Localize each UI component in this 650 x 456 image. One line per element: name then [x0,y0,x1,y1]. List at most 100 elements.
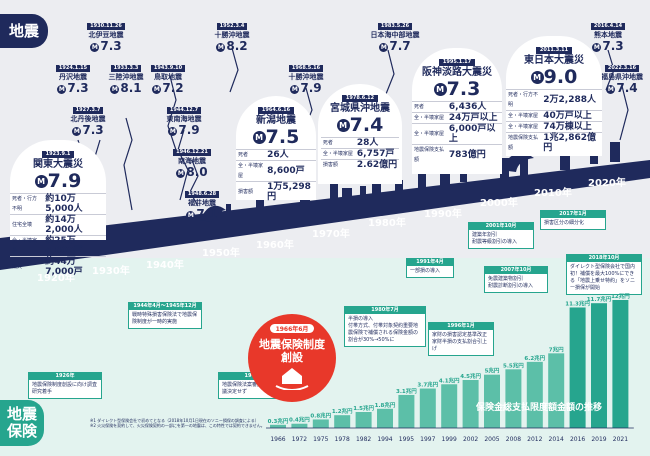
quake-magnitude: M 7.3 [592,39,624,53]
insurance-note: 1944年4月〜1945年12月 戦時特殊損害保険法で地震保険制度が一時的実施 [128,302,202,329]
magnitude-icon: M [186,211,196,220]
magnitude-icon: M [168,127,178,136]
insurance-note: 2018年10月 ダイレクト型保険会社で国内初！補償を最大100%にできる「地震上… [566,254,642,295]
insurance-note: 2001年10月 建築年割引 耐震等級割引の導入 [468,222,534,249]
quake-marker: 1930.11.26 北伊豆地震 M 7.3 [82,12,130,53]
payout-year-label: 1982 [356,436,371,443]
quake-name: 阪神淡路大震災 [422,67,492,78]
magnitude-icon: M [152,85,162,94]
decade-label: 1930年 [92,266,130,277]
quake-date: 1995.1.17 [438,59,476,66]
quake-marker: 1952.3.4 十勝沖地震 M 8.2 [208,12,256,53]
payout-bar [334,415,351,428]
quake-name: 北丹後地震 [70,115,106,123]
quake-date: 1983.5.26 [377,23,413,30]
quake-name: 宮城県沖地震 [330,103,390,114]
quake-name: 北伊豆地震 [88,31,124,39]
quake-magnitude: M 9.0 [506,67,602,87]
payout-bar [526,361,543,428]
insurance-note: 1980年7月 半損の導入 付帯方式、付帯対象契約重要地震保険で補償される保険金額… [344,306,426,347]
quake-marker: 1924.1.15 丹沢地震 M 7.3 [52,54,94,95]
footnote: ※1 ダイレクト型保険会社で初めてとなる（2018年10月1日現在のソニー損保の… [90,418,265,428]
magnitude-icon: M [379,43,389,52]
payout-year-label: 2012 [527,436,542,443]
quake-name: 鳥取地震 [154,73,182,81]
quake-magnitude: M 7.3 [57,81,89,95]
damage-table: 死者 26人 全・半壊家屋 8,600戸 損害額 1万5,298円 [236,149,316,202]
quake-magnitude: M 8.0 [176,165,208,179]
insurance-note: 1996年1月 家財の損害認定基準改正 家財半損の支払割合引上げ [428,322,494,356]
insurance-note: 1926年 地震保険制度創設に向け調査研究着手 [28,372,102,399]
quake-date: 1946.12.21 [173,149,211,156]
quake-marker: 2022.3.16 福島県沖地震 M 7.4 [596,54,648,95]
payout-bar [398,394,415,428]
decade-label: 1960年 [256,240,294,251]
payout-year-label: 2002 [463,436,478,443]
decade-label: 1950年 [202,248,240,259]
quake-date: 1944.12.7 [166,107,202,114]
quake-magnitude: M 7.5 [236,127,316,147]
quake-magnitude: M 7.9 [10,171,106,191]
payout-year-label: 1978 [335,436,350,443]
quake-name: 日本海中部地震 [370,31,420,39]
decade-label: 1980年 [368,218,406,229]
quake-marker: 1968.5.16 十勝沖地震 M 7.9 [282,54,330,95]
payout-year-label: 2016 [570,436,585,443]
quake-magnitude: M 8.1 [110,81,142,95]
creation-date: 1966年6月 [269,324,315,333]
decade-label: 2000年 [480,198,518,209]
magnitude-icon: M [90,43,100,52]
major-quake-card: 1923.9.1 関東大震災 M 7.9 死者・行方不明 約10万5,000人 住宅… [10,140,106,277]
quake-name: 熊本地震 [594,31,622,39]
payout-value-label: 1.2兆円 [332,407,353,415]
insurance-note: 1991年4月 一部損の導入 [406,258,454,278]
payout-year-label: 2019 [591,436,606,443]
quake-date: 1968.5.16 [288,65,324,72]
quake-magnitude: M 7.4 [318,115,402,135]
quake-marker: 1933.3.3 三陸沖地震 M 8.1 [102,54,150,95]
damage-table: 死者・行方不明 2万2,288人 全・半壊家屋 40万戸以上 全・半壊家屋 74万棟以… [506,89,602,153]
quake-date: 2022.3.16 [604,65,640,72]
payout-year-label: 2021 [613,436,628,443]
payout-value-label: 7兆円 [549,345,564,353]
quake-marker: 1948.6.28 福井地震 M 7.1 [180,180,224,221]
damage-table: 死者・行方不明 約10万5,000人 住宅全壊 約14万2,000人 全・半壊家屋約… [10,193,106,277]
magnitude-icon: M [530,71,544,84]
quake-marker: 1983.5.26 日本海中部地震 M 7.7 [362,12,428,53]
quake-date: 2011.3.11 [535,47,573,54]
payout-year-label: 2005 [484,436,499,443]
quake-date: 1924.1.15 [55,65,91,72]
quake-date: 1948.6.28 [184,191,220,198]
quake-name: 十勝沖地震 [214,31,250,39]
decade-label: 1940年 [146,260,184,271]
damage-table: 死者 28人 全・半壊家屋 6,757戸 損害額 2.62億円 [320,137,400,170]
decade-label: 1920年 [37,273,75,284]
quake-magnitude: M 7.7 [379,39,411,53]
quake-name: 福島県沖地震 [601,73,643,81]
insurance-label: 地震 保険 [0,400,44,446]
magnitude-icon: M [110,85,120,94]
payout-value-label: 0.4兆円 [289,416,310,424]
insurance-note: 2007年10月 免震建築物割引 耐震診断割引の導入 [484,266,548,293]
payout-year-label: 1972 [292,436,307,443]
magnitude-icon: M [252,131,266,144]
major-quake-card: 1978.6.12 宮城県沖地震 M 7.4 死者 28人 全・半壊家屋 6,757戸… [318,84,402,184]
quake-name: 丹沢地震 [59,73,87,81]
earthquake-label: 地震 [0,14,48,48]
timeline-band [0,160,650,270]
quake-date: 1927.3.7 [72,107,104,114]
insurance-creation-badge: 1966年6月 地震保険制度 創設 [248,314,336,402]
payout-year-label: 1999 [442,436,457,443]
quake-marker: 1943.9.10 鳥取地震 M 7.2 [146,54,190,95]
quake-date: 1952.3.4 [216,23,248,30]
quake-magnitude: M 7.1 [186,207,218,221]
payout-value-label: 11.7兆円 [587,295,612,303]
quake-marker: 2016.4.14 熊本地震 M 7.3 [584,12,632,53]
decade-label: 1970年 [312,229,350,240]
payout-year-label: 1994 [377,436,392,443]
quake-marker: 1944.12.7 東南海地震 M 7.9 [160,96,208,137]
payout-value-label: 4.5兆円 [460,372,481,380]
damage-table: 死者 6,436人 全・半壊家屋 24万戸以上 全・半壊家屋 6,000戸以上 地震保… [412,101,502,165]
major-quake-card: 1964.6.16 新潟地震 M 7.5 死者 26人 全・半壊家屋 8,600戸 損… [236,96,316,202]
